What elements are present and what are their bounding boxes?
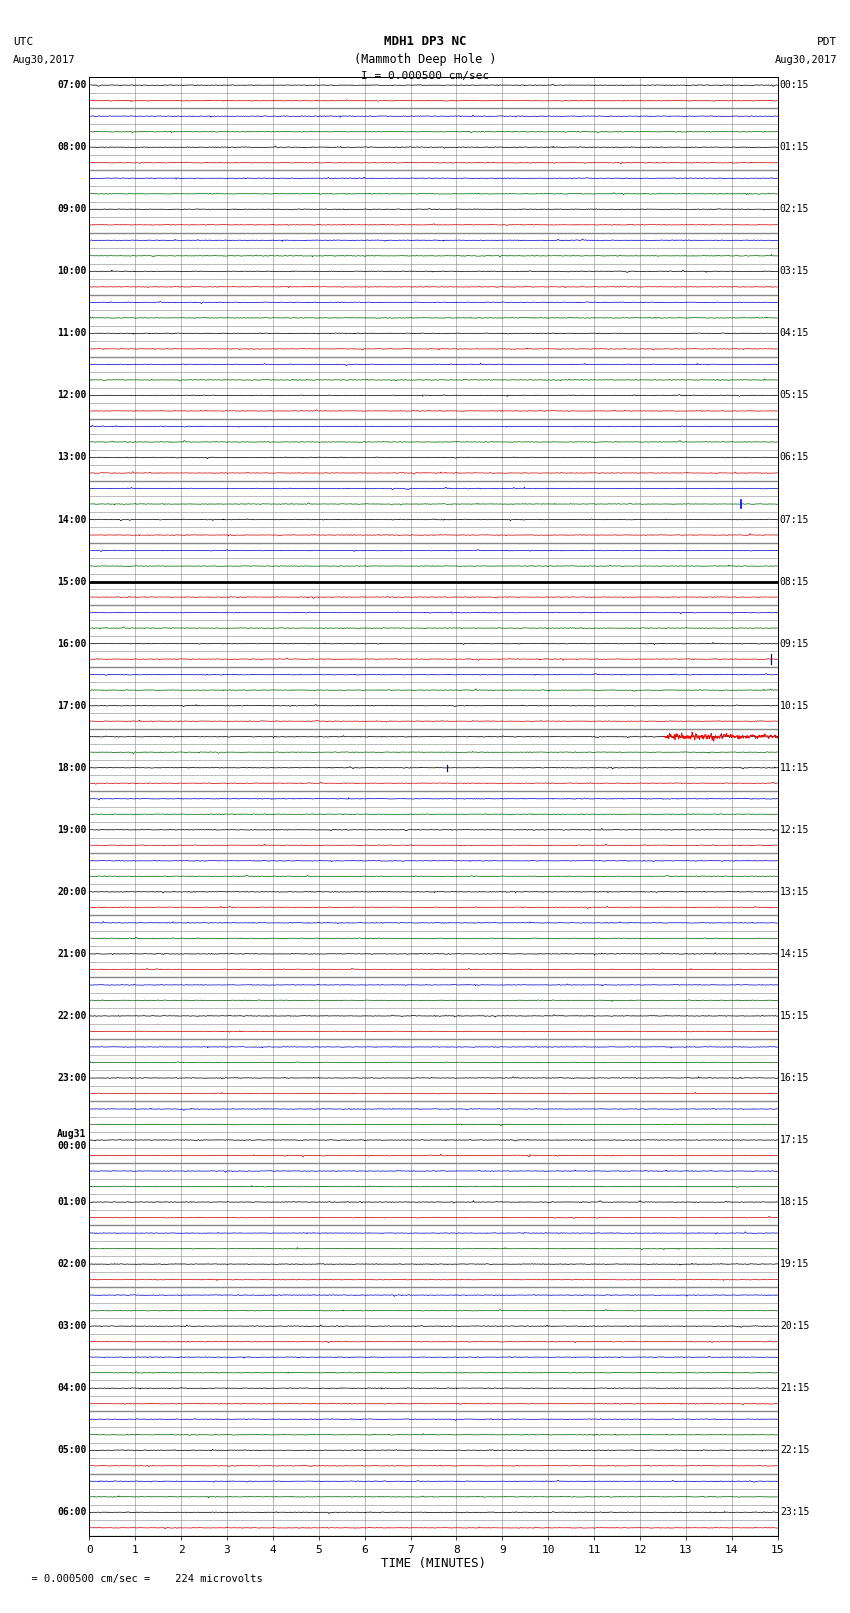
- Text: 16:00: 16:00: [57, 639, 87, 648]
- Text: 01:15: 01:15: [779, 142, 809, 152]
- Text: 04:00: 04:00: [57, 1384, 87, 1394]
- Text: 08:00: 08:00: [57, 142, 87, 152]
- Text: 21:15: 21:15: [779, 1384, 809, 1394]
- Text: 12:15: 12:15: [779, 824, 809, 836]
- Text: 18:15: 18:15: [779, 1197, 809, 1207]
- Text: 00:15: 00:15: [779, 81, 809, 90]
- Text: 03:15: 03:15: [779, 266, 809, 276]
- X-axis label: TIME (MINUTES): TIME (MINUTES): [381, 1558, 486, 1571]
- Text: 09:00: 09:00: [57, 205, 87, 215]
- Text: 04:15: 04:15: [779, 329, 809, 339]
- Text: PDT: PDT: [817, 37, 837, 47]
- Text: 14:15: 14:15: [779, 948, 809, 958]
- Text: 14:00: 14:00: [57, 515, 87, 524]
- Text: I = 0.000500 cm/sec: I = 0.000500 cm/sec: [361, 71, 489, 81]
- Text: 07:00: 07:00: [57, 81, 87, 90]
- Text: 11:15: 11:15: [779, 763, 809, 773]
- Text: 17:15: 17:15: [779, 1136, 809, 1145]
- Text: MDH1 DP3 NC: MDH1 DP3 NC: [383, 35, 467, 48]
- Text: 18:00: 18:00: [57, 763, 87, 773]
- Text: = 0.000500 cm/sec =    224 microvolts: = 0.000500 cm/sec = 224 microvolts: [19, 1574, 263, 1584]
- Text: 02:15: 02:15: [779, 205, 809, 215]
- Text: 22:15: 22:15: [779, 1445, 809, 1455]
- Text: 06:15: 06:15: [779, 453, 809, 463]
- Text: Aug31
00:00: Aug31 00:00: [57, 1129, 87, 1150]
- Text: 13:00: 13:00: [57, 453, 87, 463]
- Text: 09:15: 09:15: [779, 639, 809, 648]
- Text: UTC: UTC: [13, 37, 33, 47]
- Text: 01:00: 01:00: [57, 1197, 87, 1207]
- Text: 22:00: 22:00: [57, 1011, 87, 1021]
- Text: 05:15: 05:15: [779, 390, 809, 400]
- Text: 15:00: 15:00: [57, 576, 87, 587]
- Text: 13:15: 13:15: [779, 887, 809, 897]
- Text: 20:00: 20:00: [57, 887, 87, 897]
- Text: (Mammoth Deep Hole ): (Mammoth Deep Hole ): [354, 53, 496, 66]
- Text: 23:00: 23:00: [57, 1073, 87, 1082]
- Text: 02:00: 02:00: [57, 1260, 87, 1269]
- Text: 23:15: 23:15: [779, 1507, 809, 1518]
- Text: 10:00: 10:00: [57, 266, 87, 276]
- Text: 12:00: 12:00: [57, 390, 87, 400]
- Text: 08:15: 08:15: [779, 576, 809, 587]
- Text: 06:00: 06:00: [57, 1507, 87, 1518]
- Text: 16:15: 16:15: [779, 1073, 809, 1082]
- Text: Aug30,2017: Aug30,2017: [774, 55, 837, 65]
- Text: 03:00: 03:00: [57, 1321, 87, 1331]
- Text: 20:15: 20:15: [779, 1321, 809, 1331]
- Text: 19:00: 19:00: [57, 824, 87, 836]
- Text: Aug30,2017: Aug30,2017: [13, 55, 76, 65]
- Text: 07:15: 07:15: [779, 515, 809, 524]
- Text: 15:15: 15:15: [779, 1011, 809, 1021]
- Text: 10:15: 10:15: [779, 700, 809, 711]
- Text: 11:00: 11:00: [57, 329, 87, 339]
- Text: 19:15: 19:15: [779, 1260, 809, 1269]
- Text: 17:00: 17:00: [57, 700, 87, 711]
- Text: 21:00: 21:00: [57, 948, 87, 958]
- Text: 05:00: 05:00: [57, 1445, 87, 1455]
